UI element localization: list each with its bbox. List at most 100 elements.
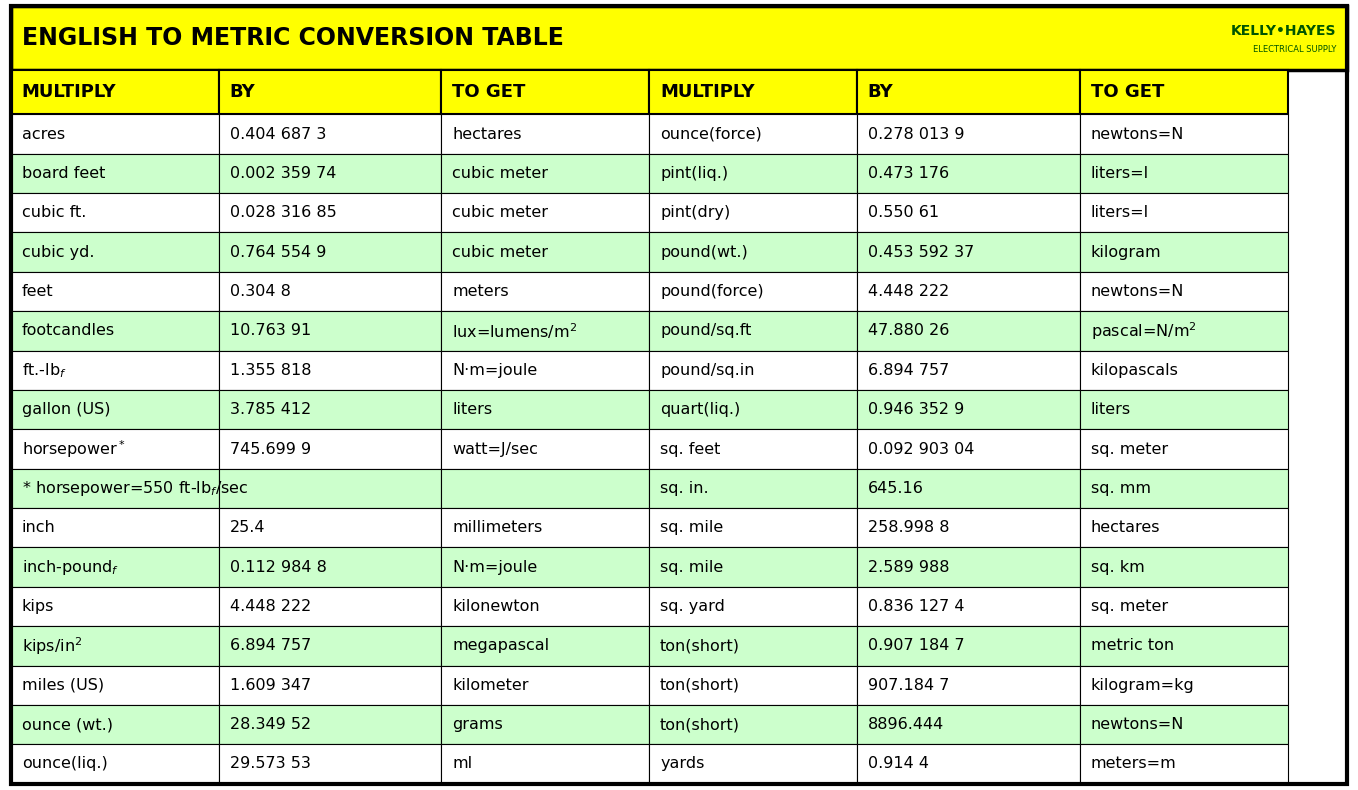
Bar bbox=[857, 232, 1080, 272]
Text: hectares: hectares bbox=[1090, 521, 1160, 536]
Bar bbox=[1080, 508, 1287, 547]
Bar bbox=[1080, 232, 1287, 272]
Bar bbox=[441, 115, 649, 154]
Bar bbox=[441, 626, 649, 665]
Bar bbox=[11, 665, 219, 705]
Text: 0.304 8: 0.304 8 bbox=[230, 284, 291, 299]
Bar bbox=[11, 508, 219, 547]
Bar bbox=[11, 6, 1347, 70]
Text: liters=l: liters=l bbox=[1090, 166, 1149, 181]
Text: newtons=N: newtons=N bbox=[1090, 717, 1184, 732]
Text: 28.349 52: 28.349 52 bbox=[230, 717, 311, 732]
Text: miles (US): miles (US) bbox=[22, 678, 103, 693]
Text: cubic meter: cubic meter bbox=[452, 205, 549, 220]
Bar bbox=[11, 193, 219, 232]
Text: sq. yard: sq. yard bbox=[660, 599, 725, 614]
Text: kilonewton: kilonewton bbox=[452, 599, 540, 614]
Bar bbox=[1080, 311, 1287, 351]
Text: kilogram: kilogram bbox=[1090, 245, 1161, 260]
Bar bbox=[441, 665, 649, 705]
Bar bbox=[1080, 547, 1287, 587]
Bar bbox=[1080, 744, 1287, 784]
Bar bbox=[857, 508, 1080, 547]
Bar bbox=[649, 351, 857, 390]
Bar bbox=[857, 587, 1080, 626]
Text: 4.448 222: 4.448 222 bbox=[868, 284, 949, 299]
Bar bbox=[649, 508, 857, 547]
Bar bbox=[11, 429, 219, 468]
Bar bbox=[219, 547, 441, 587]
Text: lux=lumens/m$^2$: lux=lumens/m$^2$ bbox=[452, 321, 577, 340]
Text: kilopascals: kilopascals bbox=[1090, 363, 1179, 378]
Text: kilogram=kg: kilogram=kg bbox=[1090, 678, 1195, 693]
Text: 1.355 818: 1.355 818 bbox=[230, 363, 311, 378]
Text: meters=m: meters=m bbox=[1090, 757, 1176, 772]
Bar bbox=[219, 508, 441, 547]
Bar bbox=[649, 232, 857, 272]
Bar bbox=[441, 744, 649, 784]
Text: ml: ml bbox=[452, 757, 473, 772]
Bar bbox=[1080, 429, 1287, 468]
Bar bbox=[219, 665, 441, 705]
Text: newtons=N: newtons=N bbox=[1090, 284, 1184, 299]
Text: 0.092 903 04: 0.092 903 04 bbox=[868, 442, 974, 457]
Text: 2.589 988: 2.589 988 bbox=[868, 559, 949, 574]
Text: yards: yards bbox=[660, 757, 705, 772]
Text: sq. meter: sq. meter bbox=[1090, 442, 1168, 457]
Text: 0.550 61: 0.550 61 bbox=[868, 205, 938, 220]
Bar bbox=[649, 468, 857, 508]
Text: cubic meter: cubic meter bbox=[452, 245, 549, 260]
Text: 0.453 592 37: 0.453 592 37 bbox=[868, 245, 974, 260]
Bar bbox=[11, 705, 219, 744]
Bar bbox=[649, 193, 857, 232]
Text: KELLY•HAYES: KELLY•HAYES bbox=[1230, 24, 1336, 38]
Text: pound/sq.ft: pound/sq.ft bbox=[660, 323, 751, 338]
Bar bbox=[219, 587, 441, 626]
Bar bbox=[649, 311, 857, 351]
Bar bbox=[649, 390, 857, 429]
Text: sq. mile: sq. mile bbox=[660, 521, 724, 536]
Bar bbox=[857, 547, 1080, 587]
Bar bbox=[857, 311, 1080, 351]
Text: 0.836 127 4: 0.836 127 4 bbox=[868, 599, 964, 614]
Bar bbox=[857, 70, 1080, 115]
Text: ton(short): ton(short) bbox=[660, 638, 740, 653]
Text: cubic meter: cubic meter bbox=[452, 166, 549, 181]
Text: ft.-lb$_f$: ft.-lb$_f$ bbox=[22, 361, 67, 380]
Bar bbox=[441, 154, 649, 193]
Text: MULTIPLY: MULTIPLY bbox=[660, 83, 755, 101]
Bar bbox=[219, 390, 441, 429]
Text: 0.473 176: 0.473 176 bbox=[868, 166, 949, 181]
Bar bbox=[219, 626, 441, 665]
Text: 47.880 26: 47.880 26 bbox=[868, 323, 949, 338]
Text: * horsepower=550 ft-lb$_f$/sec: * horsepower=550 ft-lb$_f$/sec bbox=[22, 479, 249, 498]
Bar bbox=[649, 154, 857, 193]
Bar bbox=[1080, 351, 1287, 390]
Bar bbox=[219, 272, 441, 311]
Text: 0.002 359 74: 0.002 359 74 bbox=[230, 166, 335, 181]
Bar bbox=[11, 626, 219, 665]
Bar bbox=[441, 429, 649, 468]
Bar bbox=[11, 70, 219, 115]
Text: feet: feet bbox=[22, 284, 53, 299]
Bar bbox=[857, 705, 1080, 744]
Text: sq. km: sq. km bbox=[1090, 559, 1145, 574]
Bar bbox=[441, 508, 649, 547]
Text: 745.699 9: 745.699 9 bbox=[230, 442, 311, 457]
Text: liters: liters bbox=[1090, 402, 1131, 417]
Bar bbox=[11, 351, 219, 390]
Text: MULTIPLY: MULTIPLY bbox=[22, 83, 117, 101]
Bar bbox=[857, 744, 1080, 784]
Text: board feet: board feet bbox=[22, 166, 105, 181]
Bar bbox=[11, 272, 219, 311]
Text: 0.764 554 9: 0.764 554 9 bbox=[230, 245, 326, 260]
Text: ENGLISH TO METRIC CONVERSION TABLE: ENGLISH TO METRIC CONVERSION TABLE bbox=[22, 26, 564, 51]
Bar bbox=[649, 70, 857, 115]
Bar bbox=[219, 468, 441, 508]
Text: 0.907 184 7: 0.907 184 7 bbox=[868, 638, 964, 653]
Text: ton(short): ton(short) bbox=[660, 717, 740, 732]
Text: liters=l: liters=l bbox=[1090, 205, 1149, 220]
Bar bbox=[219, 70, 441, 115]
Bar bbox=[649, 705, 857, 744]
Text: ounce(liq.): ounce(liq.) bbox=[22, 757, 107, 772]
